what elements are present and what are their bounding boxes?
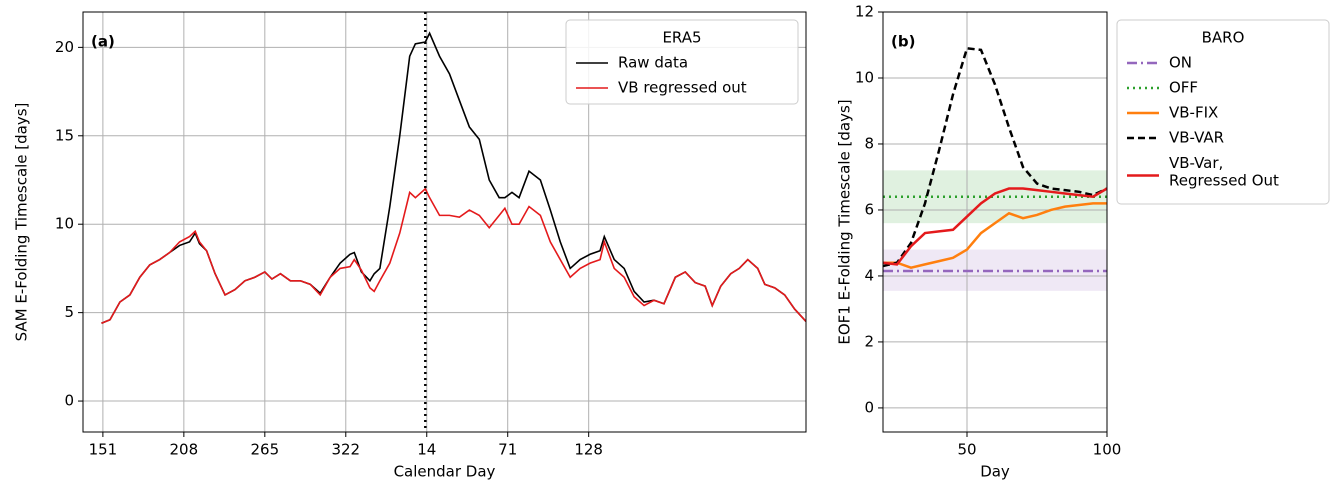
y-tick-label: 0: [864, 398, 874, 416]
x-tick-label: 128: [574, 441, 603, 459]
panel: 151 208 265 322 14 71 128 0 5 10 15 20 (a) Calendar D…: [13, 11, 807, 480]
x-tick-label: 14: [417, 441, 436, 459]
x-tick-label: 100: [1093, 441, 1122, 459]
x-tick-label: 322: [331, 441, 360, 459]
y-axis-label: EOF1 E-Folding Timescale [days]: [836, 99, 854, 344]
y-tick-label: 0: [64, 392, 74, 410]
y-tick-label: 4: [864, 266, 874, 284]
panel-label: (a): [91, 33, 115, 51]
y-tick-label: 10: [55, 215, 74, 233]
legend-label: OFF: [1169, 79, 1198, 97]
y-tick-label: 10: [855, 68, 874, 86]
y-tick-label: 12: [855, 3, 874, 21]
axes-frame: [882, 11, 1108, 433]
x-tick-label: 208: [170, 441, 199, 459]
legend-title: BARO: [1202, 29, 1245, 47]
y-tick-label: 6: [864, 200, 874, 218]
panel: 50 100 0 2 4 6 8 10 12 (b) Day EOF1 E-Folding Times…: [836, 3, 1330, 480]
legend-label: Raw data: [618, 54, 688, 72]
series-line: [883, 46, 1107, 268]
y-tick-label: 20: [55, 38, 74, 56]
legend-title: ERA5: [662, 29, 701, 47]
legend-label: VB-Var, Regressed Out: [1169, 154, 1279, 189]
y-tick-label: 8: [864, 134, 874, 152]
band: [883, 249, 1107, 291]
legend-label: VB-VAR: [1169, 129, 1224, 147]
y-tick-label: 15: [55, 126, 74, 144]
legend-label: VB-FIX: [1169, 104, 1218, 122]
x-axis-label: Calendar Day: [394, 463, 496, 480]
y-axis-label: SAM E-Folding Timescale [days]: [13, 103, 31, 342]
x-tick-label: 50: [957, 441, 976, 459]
x-tick-label: 71: [498, 441, 517, 459]
legend-label: ON: [1169, 54, 1192, 72]
legend-box: [1116, 19, 1330, 205]
series-line: [883, 187, 1107, 266]
y-tick-label: 2: [864, 332, 874, 350]
y-tick-label: 5: [64, 303, 74, 321]
x-tick-label: 265: [250, 441, 279, 459]
series-line: [883, 202, 1107, 270]
x-axis-label: Day: [980, 463, 1010, 480]
axes-frame: [82, 11, 807, 433]
legend-label: VB regressed out: [618, 79, 747, 97]
panel-label: (b): [891, 33, 915, 51]
band: [883, 170, 1107, 224]
x-tick-label: 151: [89, 441, 118, 459]
legend-box: [565, 19, 799, 105]
series-line: [101, 187, 806, 324]
